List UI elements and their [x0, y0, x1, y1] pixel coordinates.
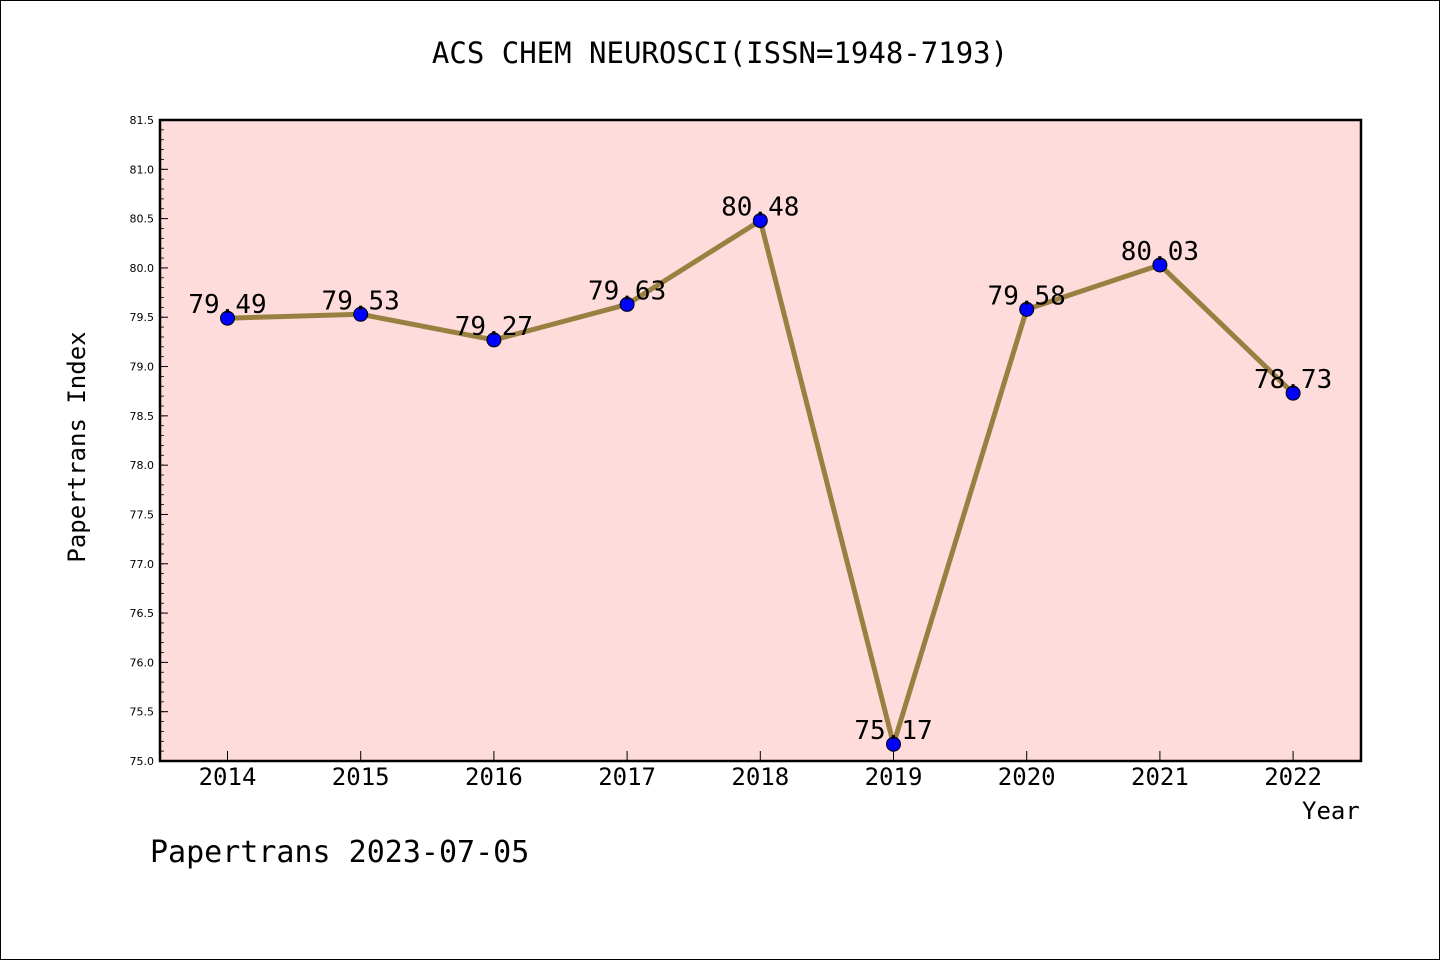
- data-label: 80.48: [721, 193, 799, 223]
- x-tick-label: 2017: [598, 763, 656, 791]
- x-tick-label: 2014: [199, 763, 257, 791]
- data-point: [752, 213, 768, 229]
- y-axis: 75.0 75.5 76.0 76.5 77.0 77.5 78.0 78.5 79.0 79.5…: [130, 114, 168, 768]
- data-point: [1152, 257, 1168, 273]
- y-tick-label: 81.0: [130, 163, 155, 176]
- data-label: 79.53: [322, 286, 400, 316]
- x-axis: 2014 2015 2016 2017 2018 2019 2020 2021 2022: [199, 751, 1322, 791]
- data-label: 79.63: [588, 276, 666, 306]
- x-tick-label: 2018: [731, 763, 789, 791]
- y-tick-label: 76.5: [130, 607, 155, 620]
- y-tick-label: 75.5: [130, 706, 155, 719]
- x-axis-label: Year: [1302, 797, 1360, 825]
- x-tick-label: 2019: [865, 763, 923, 791]
- data-label: 79.27: [455, 312, 533, 342]
- y-tick-label: 75.0: [130, 755, 155, 768]
- data-markers: [220, 213, 1301, 752]
- data-label: 80.03: [1121, 237, 1199, 267]
- x-tick-label: 2016: [465, 763, 523, 791]
- data-point: [619, 296, 635, 312]
- y-tick-label: 76.0: [130, 656, 155, 669]
- data-point: [886, 736, 901, 752]
- watermark: Papertrans 2023-07-05: [150, 835, 530, 870]
- data-label: 75.17: [854, 716, 932, 746]
- y-tick-label: 81.5: [130, 114, 155, 127]
- y-tick-label: 77.5: [130, 508, 155, 521]
- data-label: 78.73: [1254, 365, 1332, 395]
- y-tick-label: 80.5: [130, 213, 155, 226]
- y-tick-label: 80.0: [130, 262, 155, 275]
- data-point: [353, 306, 369, 322]
- y-tick-label: 78.0: [130, 459, 155, 472]
- y-tick-label: 78.5: [130, 410, 155, 423]
- data-label: 79.58: [988, 281, 1066, 311]
- x-tick-label: 2022: [1264, 763, 1322, 791]
- data-point: [486, 332, 502, 348]
- y-tick-label: 79.5: [130, 311, 155, 324]
- data-point: [1019, 301, 1035, 317]
- data-label: 79.49: [188, 290, 266, 320]
- x-tick-label: 2020: [998, 763, 1056, 791]
- chart-title: ACS CHEM NEUROSCI(ISSN=1948-7193): [431, 36, 1009, 70]
- data-labels: 79.49 79.53 79.27 79.63 80.48 75.17 79.58 80.03…: [188, 193, 1332, 747]
- x-tick-label: 2021: [1131, 763, 1189, 791]
- x-tick-label: 2015: [332, 763, 390, 791]
- y-tick-label: 77.0: [130, 558, 155, 571]
- data-point: [220, 310, 235, 326]
- y-tick-label: 79.0: [130, 361, 155, 374]
- data-point: [1285, 385, 1301, 401]
